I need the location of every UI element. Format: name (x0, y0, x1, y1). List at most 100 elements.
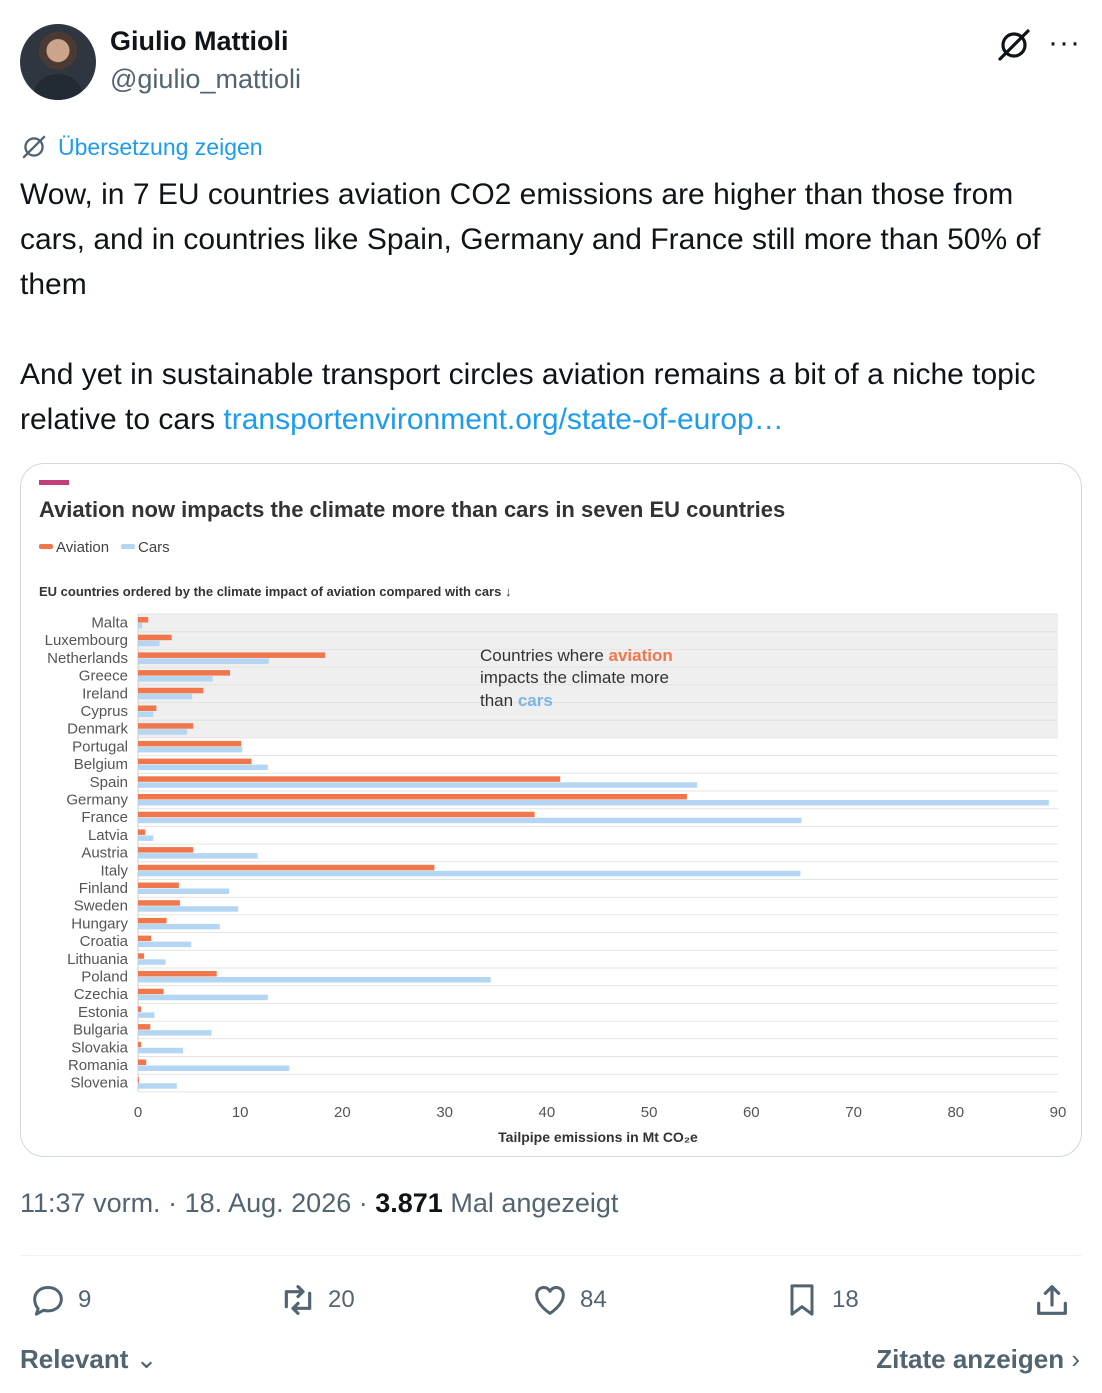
note-part-3: than (480, 691, 518, 710)
bar-cars-belgium (138, 764, 268, 771)
bar-cars-sweden (138, 906, 239, 912)
country-label: Denmark (67, 721, 128, 738)
view-label: Mal angezeigt (450, 1188, 619, 1218)
chart-title: Aviation now impacts the climate more th… (39, 497, 785, 522)
media-card[interactable]: Aviation now impacts the climate more th… (20, 463, 1082, 1157)
bar-cars-czechia (138, 994, 268, 1001)
sort-relevant-button[interactable]: Relevant ⌄ (20, 1344, 157, 1375)
country-label: Greece (79, 668, 128, 685)
bar-cars-spain (138, 782, 698, 788)
bar-cars-bulgaria (138, 1030, 212, 1036)
emissions-chart: Aviation now impacts the climate more th… (39, 480, 1067, 1145)
bar-cars-luxembourg (138, 640, 160, 647)
bar-cars-ireland (138, 693, 193, 700)
country-label: Spain (90, 774, 128, 791)
x-tick-label: 10 (232, 1104, 249, 1121)
country-label: Latvia (88, 827, 129, 844)
chart-subtitle: EU countries ordered by the climate impa… (39, 584, 511, 599)
bar-cars-denmark (138, 729, 188, 735)
sort-label: Relevant (20, 1344, 129, 1374)
repost-icon (284, 1285, 312, 1315)
view-count: 3.871 (375, 1188, 443, 1218)
translate-link[interactable]: Übersetzung zeigen (20, 132, 263, 162)
tweet-time[interactable]: 11:37 vorm. (20, 1188, 161, 1218)
country-label: Sweden (74, 898, 128, 915)
bar-aviation-slovakia (138, 1041, 142, 1048)
bar-cars-estonia (138, 1012, 155, 1018)
tweet-link[interactable]: transportenvironment.org/state-of-europ… (223, 403, 784, 436)
country-label: Portugal (72, 738, 128, 755)
grok-translate-icon (22, 135, 46, 159)
bar-aviation-slovenia (138, 1077, 139, 1083)
bookmark-button[interactable]: 18 (782, 1280, 859, 1320)
repost-button[interactable]: 20 (278, 1280, 355, 1320)
bar-cars-portugal (138, 746, 243, 753)
view-quotes-link[interactable]: Zitate anzeigen › (876, 1344, 1080, 1375)
divider (20, 1255, 1082, 1256)
bar-cars-netherlands (138, 658, 269, 664)
highlight-note-line1: Countries where aviation (480, 646, 673, 665)
bar-cars-italy (138, 870, 801, 877)
bar-aviation-germany (138, 794, 687, 800)
x-tick-label: 40 (539, 1104, 556, 1121)
bar-cars-malta (138, 623, 143, 629)
bar-aviation-ireland (138, 687, 204, 694)
legend-label-aviation: Aviation (56, 539, 109, 556)
bar-cars-romania (138, 1065, 290, 1071)
bar-aviation-luxembourg (138, 634, 172, 641)
avatar[interactable] (20, 24, 96, 100)
legend-label-cars: Cars (138, 539, 170, 556)
country-label: Finland (79, 880, 128, 897)
note-part-aviation: aviation (609, 646, 673, 665)
tweet-text: Wow, in 7 EU countries aviation CO2 emis… (20, 172, 1080, 442)
country-label: Bulgaria (73, 1022, 129, 1039)
share-icon (1037, 1285, 1067, 1315)
bar-cars-slovakia (138, 1047, 183, 1054)
bar-cars-cyprus (138, 711, 154, 717)
legend-swatch-aviation (39, 544, 53, 549)
tweet-meta: 11:37 vorm. · 18. Aug. 2026 · 3.871 Mal … (20, 1188, 619, 1218)
bar-cars-germany (138, 800, 1049, 806)
grok-icon[interactable] (996, 27, 1032, 63)
country-label: Czechia (74, 986, 129, 1003)
share-button[interactable] (1032, 1280, 1072, 1320)
bar-aviation-greece (138, 670, 230, 676)
author-name[interactable]: Giulio Mattioli (110, 26, 289, 56)
bar-cars-hungary (138, 923, 220, 930)
brand-mark (39, 480, 69, 485)
bar-aviation-hungary (138, 917, 167, 924)
chevron-right-icon: › (1064, 1344, 1080, 1374)
legend-swatch-cars (121, 544, 135, 549)
country-label: France (81, 809, 128, 826)
bar-aviation-cyprus (138, 705, 157, 711)
bar-aviation-france (138, 811, 535, 818)
bookmark-icon (790, 1284, 814, 1316)
x-tick-label: 90 (1050, 1104, 1067, 1121)
bar-aviation-italy (138, 864, 435, 871)
x-tick-label: 0 (134, 1104, 142, 1121)
country-label: Germany (66, 792, 128, 809)
x-tick-label: 50 (641, 1104, 658, 1121)
country-label: Italy (100, 862, 128, 879)
bar-aviation-bulgaria (138, 1024, 151, 1030)
bar-aviation-czechia (138, 988, 164, 995)
more-options-icon[interactable]: ··· (1048, 26, 1081, 59)
bar-cars-croatia (138, 941, 192, 948)
legend: Aviation Cars (39, 539, 170, 556)
bar-aviation-portugal (138, 740, 242, 747)
country-label: Slovenia (70, 1075, 128, 1092)
bookmark-count: 18 (832, 1286, 859, 1313)
bar-cars-austria (138, 853, 258, 859)
like-button[interactable]: 84 (530, 1280, 607, 1320)
country-label: Malta (91, 615, 128, 632)
tweet-date[interactable]: 18. Aug. 2026 (184, 1188, 352, 1218)
author-handle[interactable]: @giulio_mattioli (110, 64, 301, 94)
bar-aviation-spain (138, 776, 561, 782)
country-label: Poland (81, 969, 128, 986)
reply-button[interactable]: 9 (28, 1280, 91, 1320)
note-part-cars: cars (518, 691, 553, 710)
note-part-1: Countries where (480, 646, 609, 665)
tweet-body: Wow, in 7 EU countries aviation CO2 emis… (20, 178, 1041, 436)
bar-cars-slovenia (138, 1083, 177, 1089)
country-label: Estonia (78, 1004, 129, 1021)
